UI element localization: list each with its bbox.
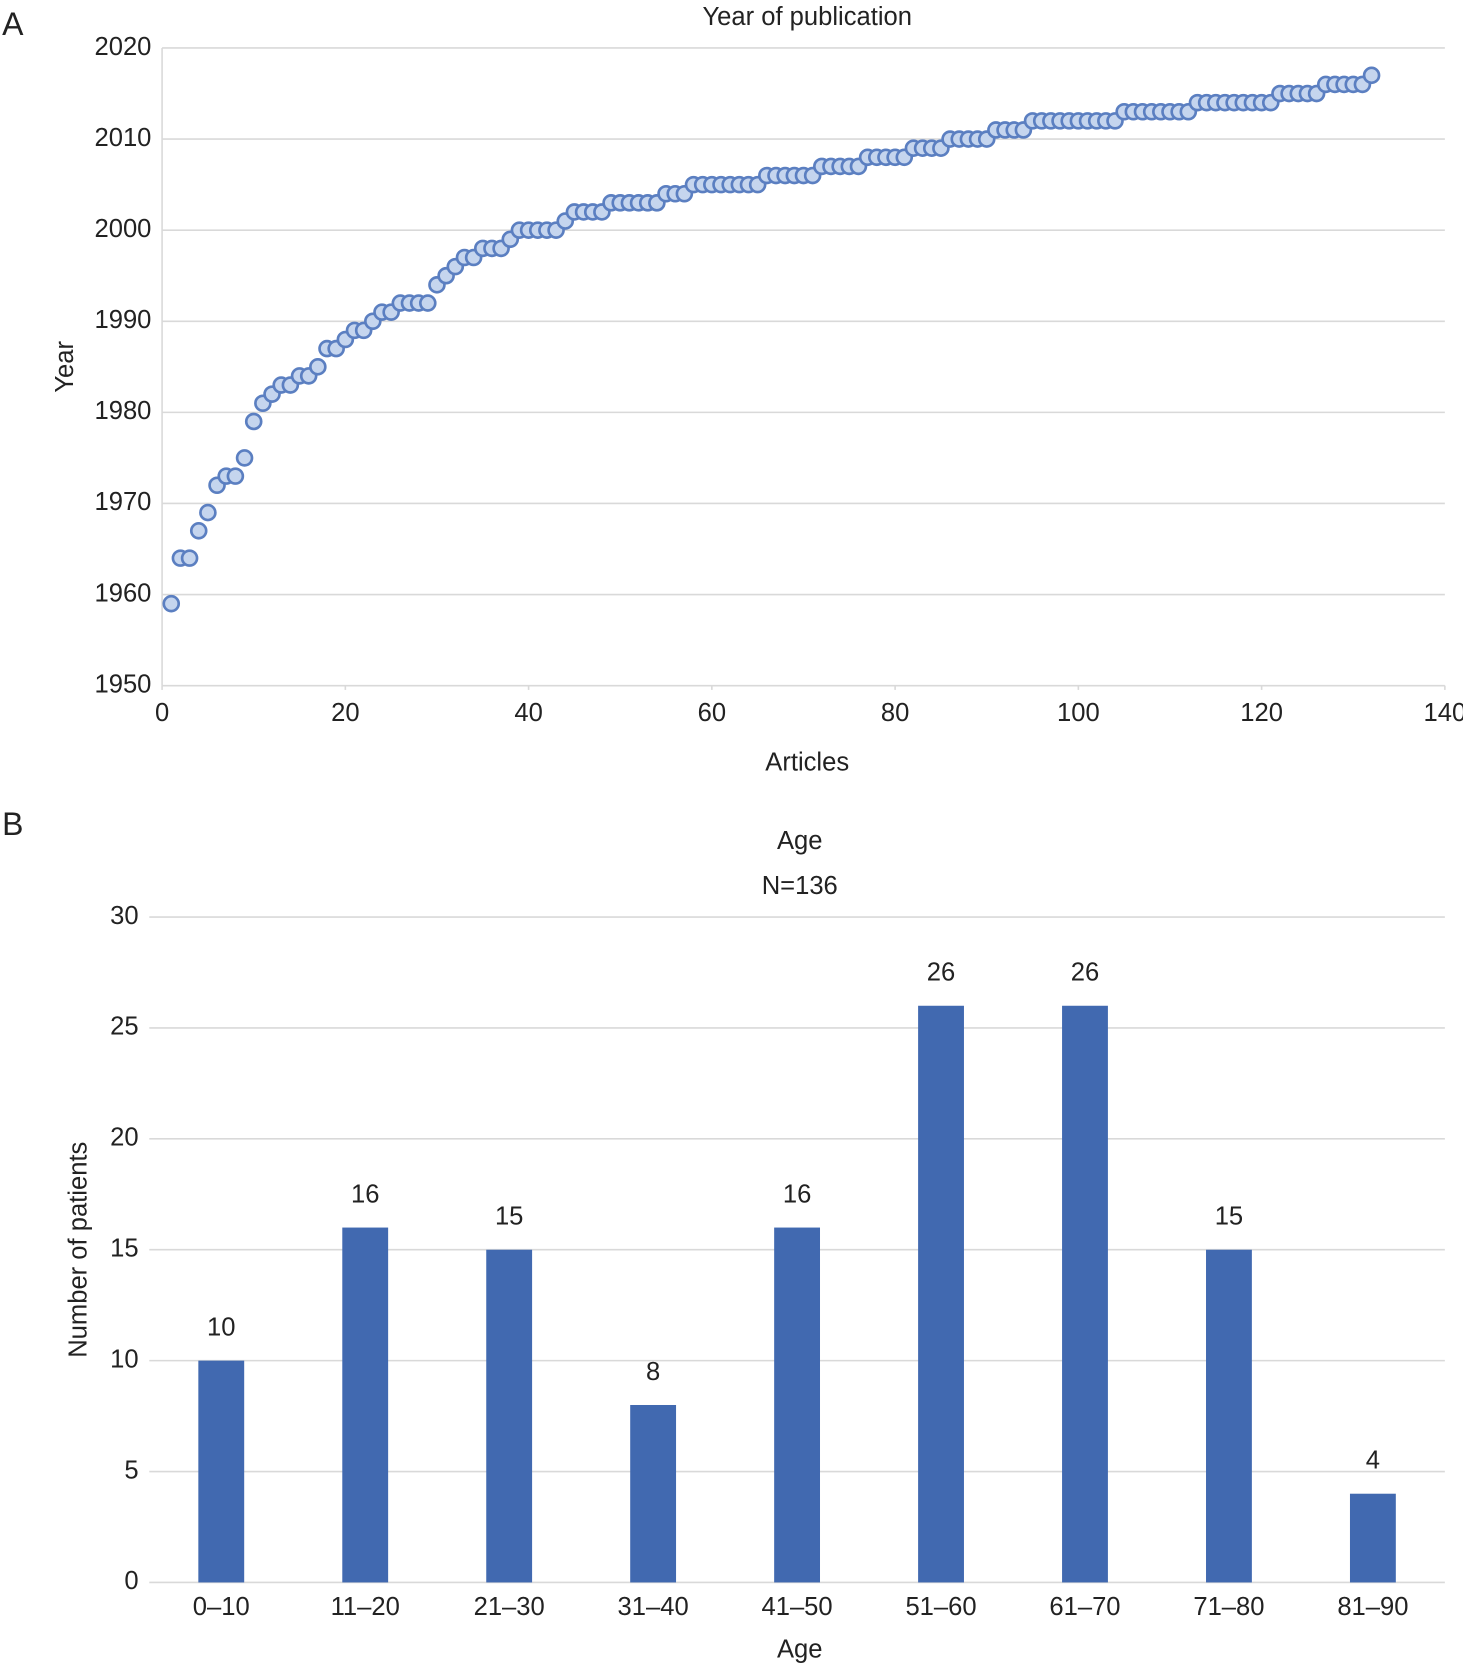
x-tick-label: 11–20 [331, 1593, 400, 1621]
x-tick-label: 51–60 [905, 1593, 976, 1621]
x-tick-label: 100 [1057, 699, 1100, 727]
bar [342, 1227, 389, 1583]
y-tick-label: 5 [124, 1456, 138, 1484]
point [180, 549, 199, 567]
chart-title: Year of publication [702, 3, 912, 31]
chart-subtitle: N=136 [762, 872, 838, 900]
point [226, 467, 245, 485]
point [199, 503, 217, 522]
y-tick-label: 1970 [95, 488, 152, 516]
value-label: 15 [1215, 1203, 1243, 1231]
y-tick-label: 30 [110, 902, 138, 930]
y-axis-label: Number of patients [65, 1142, 93, 1358]
y-tick-label: 0 [124, 1567, 138, 1595]
value-label: 15 [495, 1203, 523, 1231]
x-tick-label: 120 [1240, 699, 1283, 727]
chart-title: Age [777, 827, 823, 855]
value-label: 16 [351, 1180, 379, 1208]
value-label: 8 [646, 1358, 660, 1386]
bar [918, 1005, 964, 1583]
x-tick-label: 61–70 [1049, 1593, 1120, 1621]
value-label: 26 [1071, 959, 1099, 987]
x-tick-label: 80 [881, 699, 909, 727]
value-label: 16 [783, 1180, 811, 1208]
bar [1349, 1493, 1396, 1583]
value-label: 26 [927, 959, 955, 987]
x-tick-label: 31–40 [618, 1593, 689, 1621]
y-tick-label: 2000 [95, 215, 152, 243]
x-tick-label: 41–50 [762, 1593, 833, 1621]
y-tick-label: 1990 [95, 306, 152, 334]
y-tick-label: 10 [110, 1345, 138, 1373]
y-tick-label: 1960 [95, 579, 152, 607]
bar [774, 1227, 821, 1583]
point [419, 294, 437, 312]
y-tick-label: 20 [110, 1124, 138, 1152]
point [162, 594, 181, 613]
y-tick-label: 15 [110, 1235, 138, 1263]
y-tick-label: 2020 [95, 33, 152, 61]
y-tick-label: 1950 [95, 670, 152, 698]
x-tick-label: 0 [155, 699, 169, 727]
x-tick-label: 20 [331, 699, 359, 727]
bar [1062, 1005, 1108, 1583]
value-label: 4 [1366, 1446, 1380, 1474]
x-tick-label: 140 [1424, 699, 1463, 727]
x-axis-label: Age [777, 1635, 823, 1663]
y-tick-label: 25 [110, 1013, 138, 1041]
x-axis-label: Articles [765, 748, 849, 776]
x-tick-label: 71–80 [1193, 1593, 1264, 1621]
x-tick-label: 0–10 [193, 1593, 250, 1621]
y-axis-label: Year [51, 340, 79, 392]
point [235, 449, 254, 467]
x-tick-label: 21–30 [474, 1593, 545, 1621]
bar [198, 1360, 245, 1583]
y-tick-label: 1980 [95, 397, 152, 425]
bar [1206, 1249, 1252, 1583]
panel-label: A [2, 6, 24, 42]
point [1362, 66, 1381, 85]
bar [486, 1249, 533, 1583]
value-label: 10 [207, 1313, 235, 1341]
point [309, 358, 327, 376]
x-tick-label: 60 [698, 699, 726, 727]
point [189, 521, 208, 540]
y-tick-label: 2010 [95, 124, 152, 152]
panel-label: B [2, 806, 23, 842]
point [244, 412, 263, 431]
x-tick-label: 40 [514, 699, 542, 727]
x-tick-label: 81–90 [1337, 1593, 1408, 1621]
bar [630, 1404, 677, 1583]
